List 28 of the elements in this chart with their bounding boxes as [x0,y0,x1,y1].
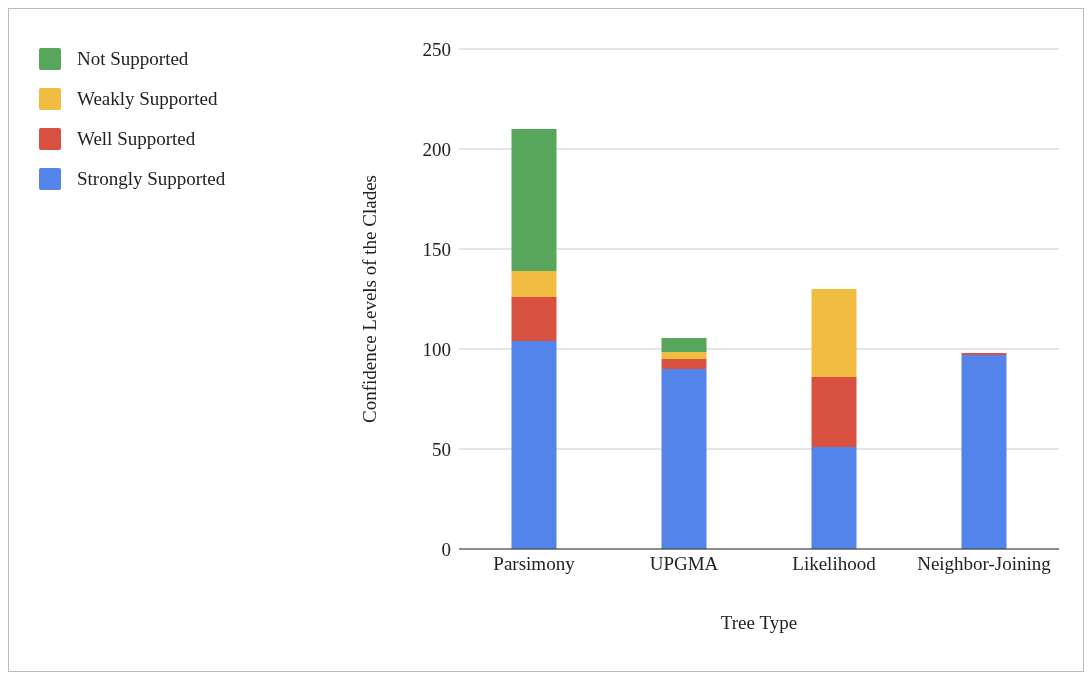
y-tick-label: 100 [422,338,451,360]
y-axis-title: Confidence Levels of the Clades [358,175,380,423]
bar [811,447,857,549]
y-tick-label: 250 [422,38,451,60]
legend-label: Strongly Supported [77,168,226,190]
x-tick-label: Parsimony [493,553,576,575]
legend-label: Not Supported [77,48,189,70]
y-tick-label: 200 [422,138,451,160]
y-tick-label: 0 [441,538,451,560]
bar [811,289,857,377]
x-axis-title: Tree Type [720,612,798,633]
bar [661,359,707,369]
x-tick-label: UPGMA [649,553,719,575]
bar [511,129,557,271]
bar [511,271,557,297]
bar [661,338,707,352]
bar [661,369,707,549]
x-tick-label: Likelihood [792,553,877,575]
legend-label: Weakly Supported [77,88,218,110]
y-tick-label: 50 [432,438,451,460]
y-tick-label: 150 [422,238,451,260]
bar [811,377,857,447]
bar [961,355,1007,549]
legend-label: Well Supported [77,128,196,150]
bar [511,341,557,549]
x-tick-label: Neighbor-Joining [917,553,1052,575]
bar [511,297,557,341]
bar [661,352,707,359]
